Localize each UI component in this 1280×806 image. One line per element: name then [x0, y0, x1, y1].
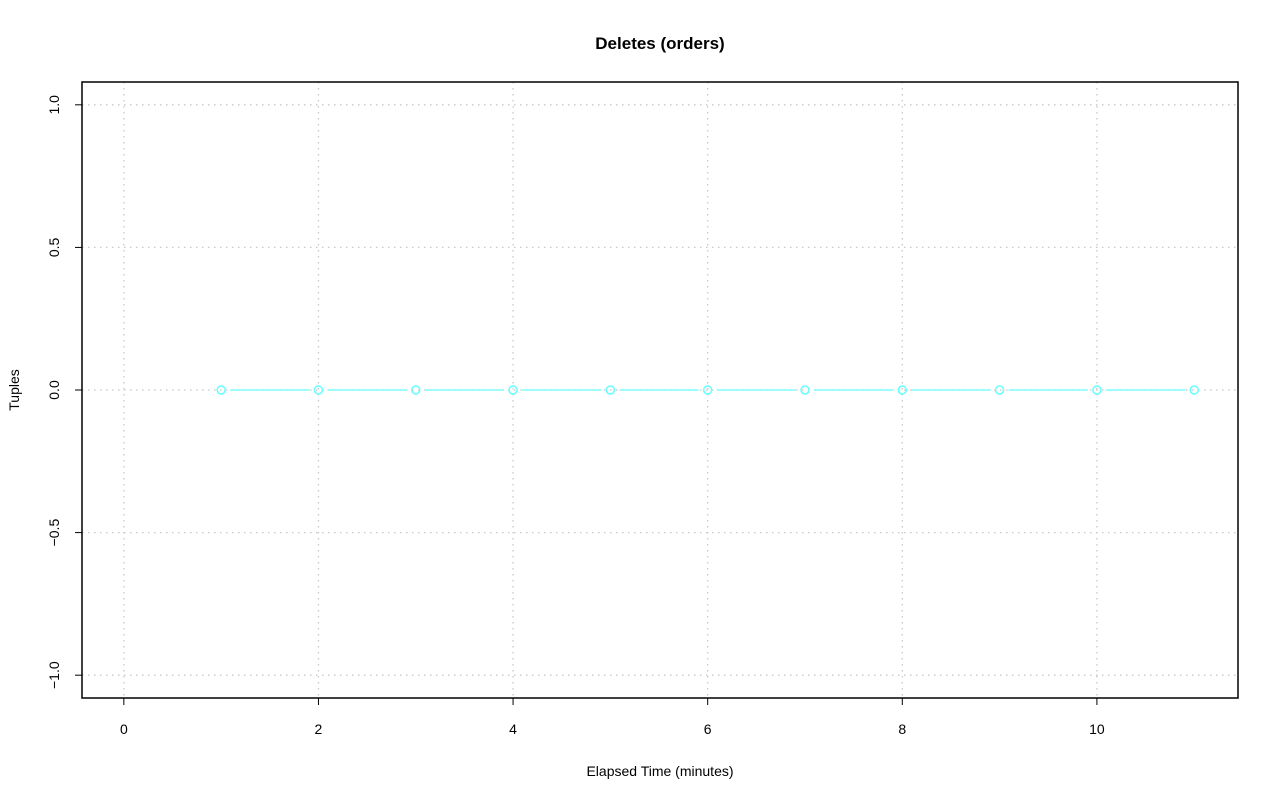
x-tick-label: 10 [1089, 721, 1105, 737]
x-tick-label: 2 [315, 721, 323, 737]
data-point [1189, 385, 1199, 395]
x-tick-label: 4 [509, 721, 517, 737]
data-point [800, 385, 810, 395]
y-axis: −1.0 −0.5 0.0 0.5 1.0 [46, 95, 82, 689]
data-point [216, 385, 226, 395]
data-point [897, 385, 908, 395]
data-point [313, 385, 324, 395]
data-point [994, 385, 1005, 395]
x-tick-label: 0 [120, 721, 128, 737]
data-point [605, 385, 616, 395]
data-point [411, 385, 421, 395]
data-point [1092, 385, 1102, 395]
x-tick-label: 6 [704, 721, 712, 737]
data-point [508, 385, 518, 395]
grid [82, 82, 1238, 698]
y-tick-label: 0.5 [46, 237, 62, 257]
y-tick-label: −0.5 [46, 519, 62, 547]
chart-title: Deletes (orders) [595, 34, 724, 53]
y-tick-label: −1.0 [46, 661, 62, 689]
y-tick-label: 1.0 [46, 95, 62, 115]
series [216, 385, 1199, 395]
x-tick-label: 8 [898, 721, 906, 737]
y-tick-label: 0.0 [46, 380, 62, 400]
data-point [702, 385, 713, 395]
x-axis: 0 2 4 6 8 10 [120, 698, 1105, 737]
x-axis-label: Elapsed Time (minutes) [586, 763, 733, 779]
y-axis-label: Tuples [6, 369, 22, 411]
